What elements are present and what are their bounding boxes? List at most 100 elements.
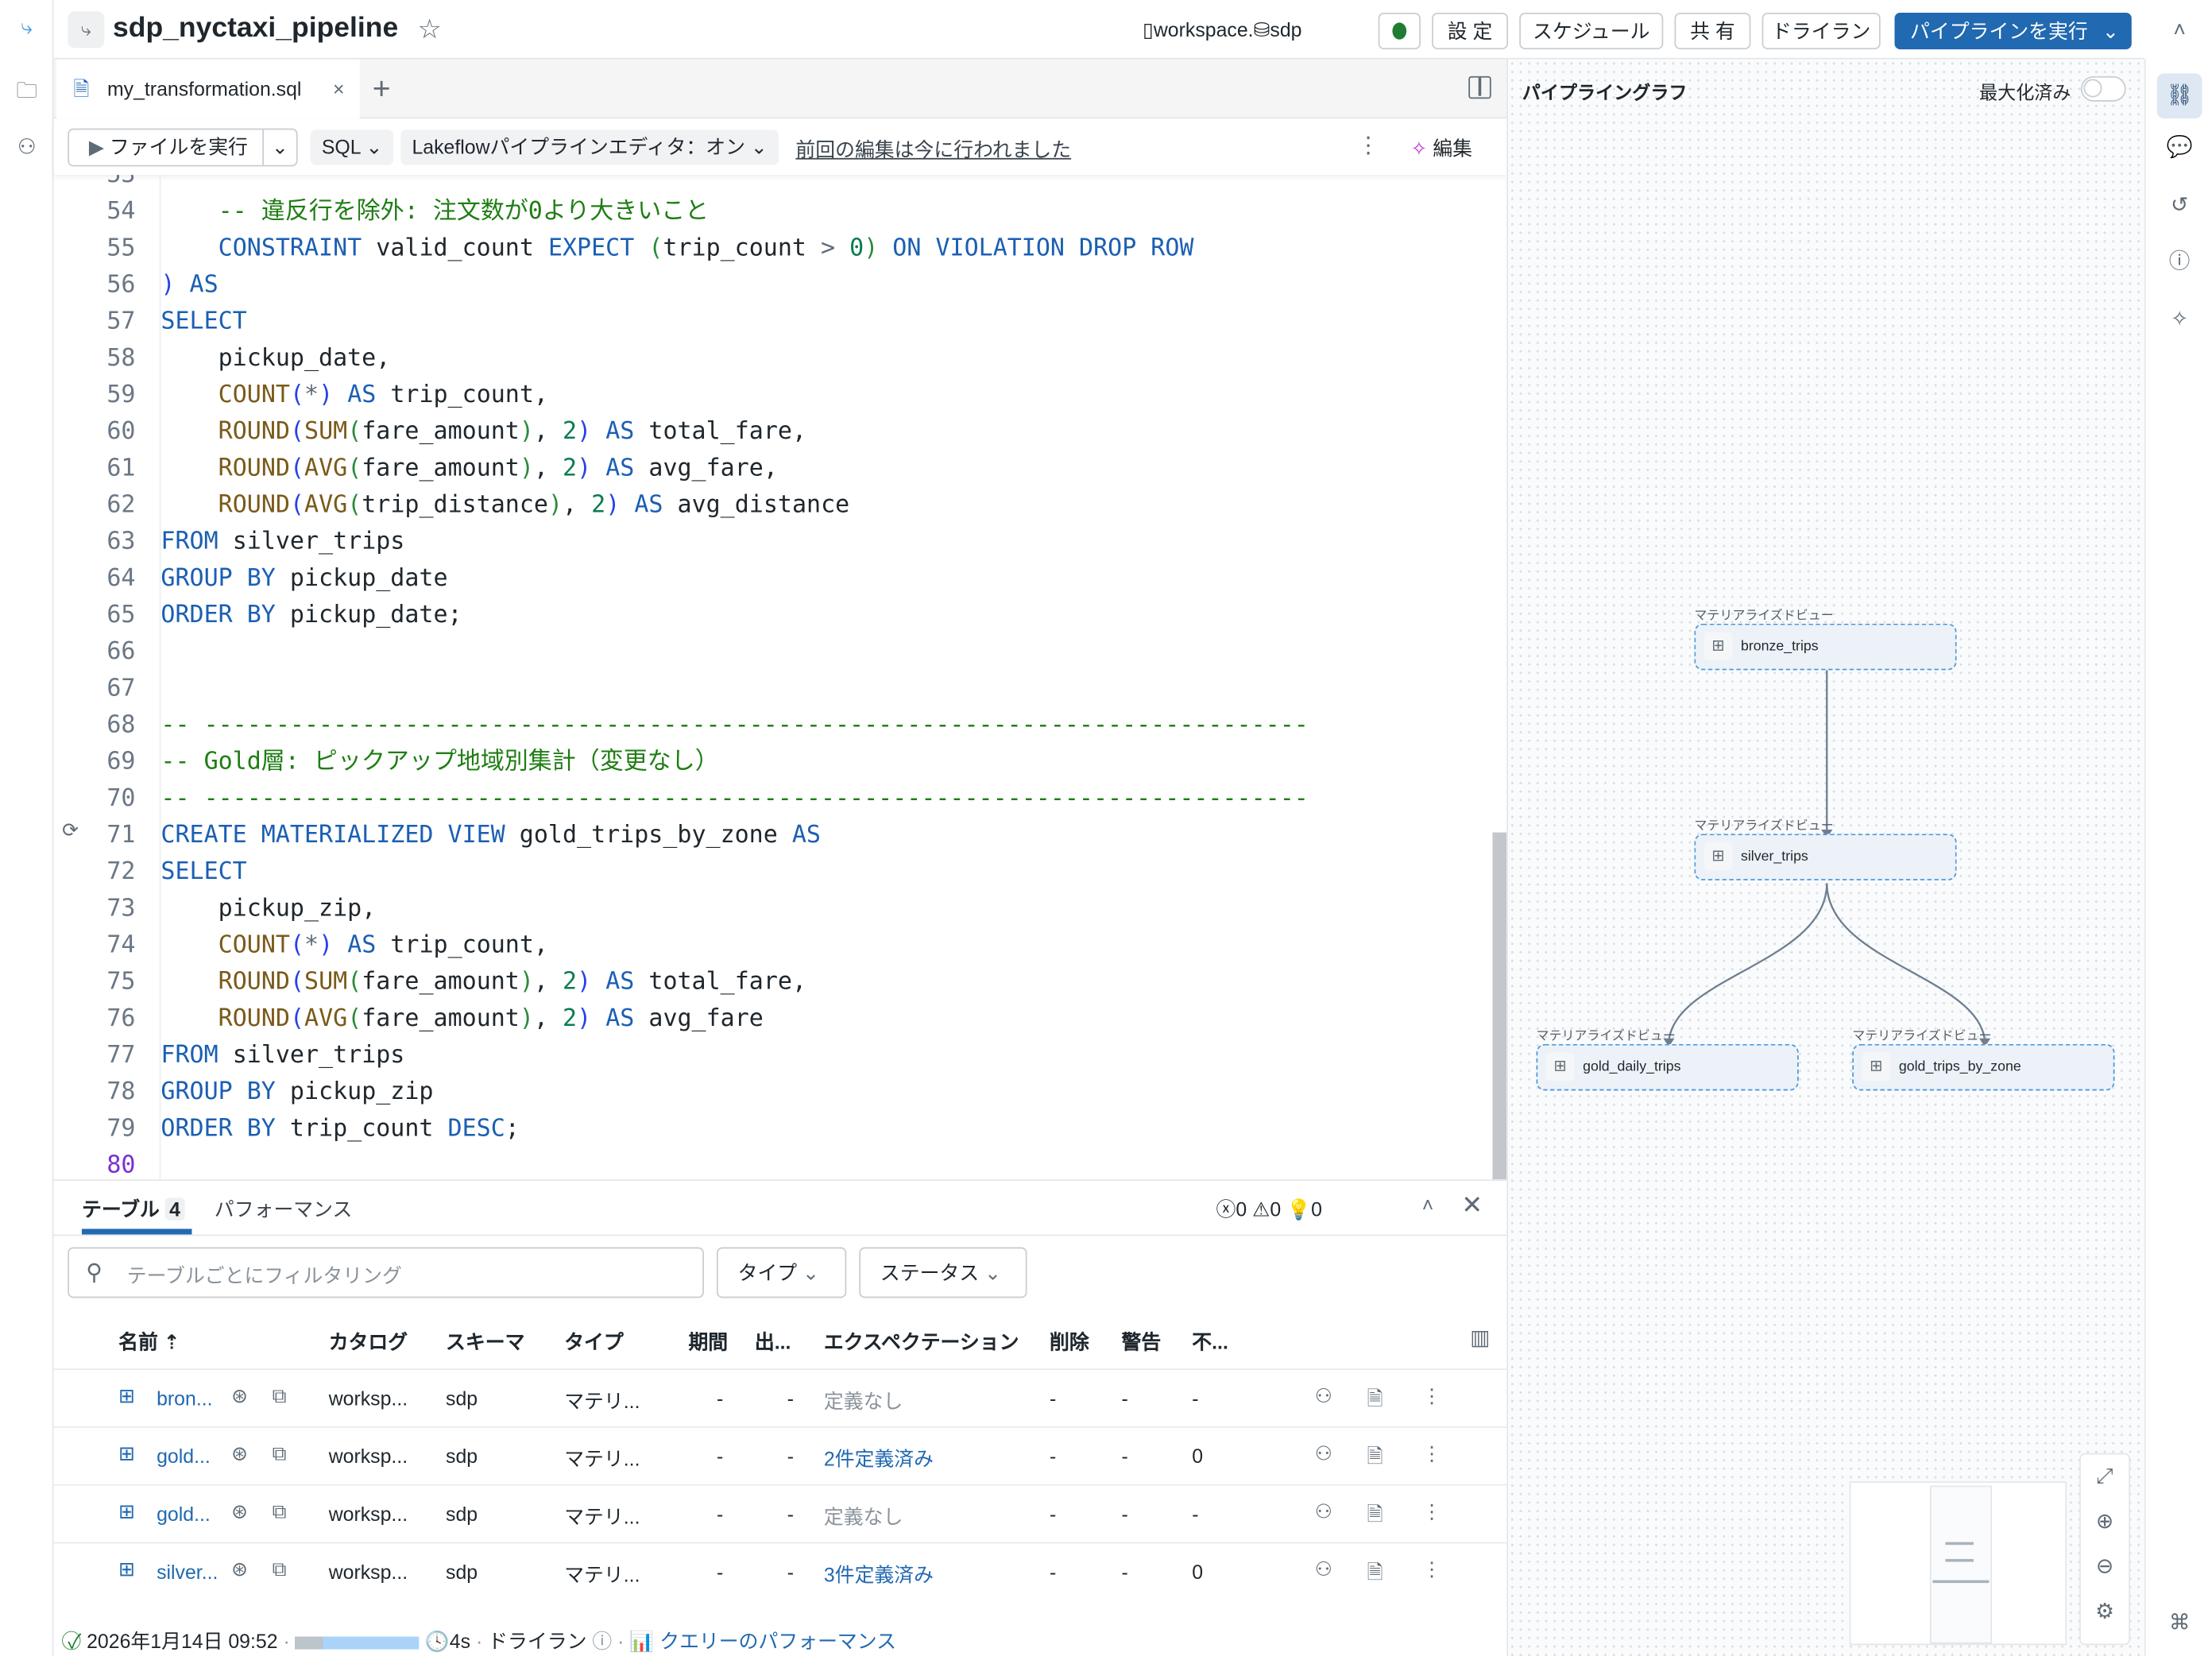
column-header[interactable]: 期間 <box>688 1330 729 1353</box>
copy-icon[interactable]: ⧉ <box>272 1557 287 1581</box>
code-line[interactable]: 69 -- Gold層: ピックアップ地域別集計（変更なし） <box>53 742 1492 779</box>
expand-panel-icon[interactable]: ˄ <box>1421 1194 1434 1217</box>
chevron-down-icon[interactable]: ⌄ <box>2102 19 2119 43</box>
code-line[interactable]: 77 FROM silver_trips <box>53 1035 1492 1072</box>
code-line[interactable]: 70 -- -----------------------------------… <box>53 779 1492 815</box>
add-tab-icon[interactable]: + <box>372 70 391 106</box>
column-header[interactable]: カタログ <box>328 1330 408 1353</box>
split-view-icon[interactable] <box>1468 75 1491 99</box>
table-name-link[interactable]: silver... <box>157 1560 218 1584</box>
run-pipeline-button[interactable]: パイプラインを実行 ⌄ <box>1894 12 2132 50</box>
materialized-view-icon[interactable]: ⊞ <box>118 1557 135 1581</box>
code-line[interactable]: 72 SELECT <box>53 852 1492 888</box>
dry-run-button[interactable]: ドライラン <box>1761 12 1881 50</box>
row-menu-icon[interactable]: ⋮ <box>1421 1557 1442 1581</box>
copy-icon[interactable]: ⧉ <box>272 1441 287 1464</box>
column-header[interactable]: 削除 <box>1049 1330 1089 1353</box>
code-line[interactable]: 60 ROUND(SUM(fare_amount), 2) AS total_f… <box>53 412 1492 448</box>
schedule-button[interactable]: スケジュール <box>1519 12 1664 50</box>
code-line[interactable]: 68 -- -----------------------------------… <box>53 706 1492 742</box>
code-line[interactable]: 75 ROUND(SUM(fare_amount), 2) AS total_f… <box>53 962 1492 999</box>
graph-node-silver_trips[interactable]: ⊞ silver_trips <box>1694 834 1957 880</box>
graph-view-icon[interactable]: ⚇ <box>1314 1499 1333 1523</box>
minimap[interactable] <box>1849 1481 2067 1646</box>
row-menu-icon[interactable]: ⋮ <box>1421 1383 1442 1407</box>
column-header[interactable]: 出... <box>754 1330 791 1353</box>
collapse-icon[interactable]: ˄ <box>2173 18 2186 43</box>
code-line[interactable]: 53 <box>53 175 1492 192</box>
graph-node-bronze_trips[interactable]: ⊞ bronze_trips <box>1694 623 1957 671</box>
table-row[interactable]: ⊞ silver... ⊛ ⧉ worksp... sdp マテリ... - - 3件定義済み - -… <box>53 1542 1507 1600</box>
run-options-chevron-icon[interactable]: ⌄ <box>262 130 296 165</box>
lineage-icon[interactable]: ⊛ <box>231 1499 249 1523</box>
table-row[interactable]: ⊞ gold... ⊛ ⧉ worksp... sdp マテリ... - - 2件定義済み - - 0 ⚇… <box>53 1426 1507 1484</box>
tab-tables[interactable]: テーブル 4 <box>82 1195 185 1224</box>
expectations-cell[interactable]: 2件定義済み <box>823 1447 934 1471</box>
editor-toggle-select[interactable]: Lakeflowパイプラインエディタ：オン ⌄ <box>400 130 779 165</box>
settings-button[interactable]: 設 定 <box>1432 12 1509 50</box>
code-line[interactable]: 76 ROUND(AVG(fare_amount), 2) AS avg_far… <box>53 999 1492 1035</box>
ai-edit-button[interactable]: ✧ 編集 <box>1410 137 1472 160</box>
column-header[interactable]: 名前 ⇡ <box>118 1330 180 1353</box>
graph-view-icon[interactable]: ⚇ <box>1314 1557 1333 1581</box>
share-button[interactable]: 共 有 <box>1674 12 1751 50</box>
graph-view-icon[interactable]: ⚇ <box>1314 1441 1333 1464</box>
code-line[interactable]: 56) AS <box>53 265 1492 302</box>
run-cell-icon[interactable]: ⟳ <box>62 819 79 842</box>
graph-node-gold_daily_trips[interactable]: ⊞ gold_daily_trips <box>1536 1043 1799 1091</box>
code-line[interactable]: 64 GROUP BY pickup_date <box>53 559 1492 595</box>
column-header[interactable]: タイプ <box>564 1330 624 1353</box>
shapes-icon[interactable]: ⚇ <box>17 135 37 160</box>
lineage-icon[interactable]: ⊛ <box>231 1441 249 1464</box>
star-icon[interactable]: ☆ <box>417 15 442 45</box>
code-line[interactable]: 67 <box>53 669 1492 706</box>
zoom-out-icon[interactable]: ⊖ <box>2095 1554 2114 1579</box>
column-header[interactable]: スキーマ <box>446 1330 525 1353</box>
maximize-toggle[interactable] <box>2080 75 2126 102</box>
code-line[interactable]: 57 SELECT <box>53 302 1492 339</box>
code-line[interactable]: 59 COUNT(*) AS trip_count, <box>53 375 1492 412</box>
materialized-view-icon[interactable]: ⊞ <box>118 1499 135 1523</box>
graph-node-gold_trips_by_zone[interactable]: ⊞ gold_trips_by_zone <box>1852 1043 2115 1091</box>
view-code-icon[interactable]: 🗎 <box>1367 1445 1383 1468</box>
code-line[interactable]: 62 ROUND(AVG(trip_distance), 2) AS avg_d… <box>53 486 1492 522</box>
info-icon[interactable]: ⓘ <box>592 1629 613 1653</box>
code-line[interactable]: 63 FROM silver_trips <box>53 522 1492 559</box>
code-line[interactable]: 80 <box>53 1146 1492 1180</box>
folder-icon[interactable]: 🗀 <box>16 79 38 103</box>
copy-icon[interactable]: ⧉ <box>272 1383 287 1407</box>
tab-my-transformation[interactable]: 🗎 my_transformation.sql × <box>56 59 360 119</box>
tab-performance[interactable]: パフォーマンス <box>214 1198 353 1221</box>
column-header[interactable]: 不... <box>1192 1330 1228 1353</box>
table-row[interactable]: ⊞ bron... ⊛ ⧉ worksp... sdp マテリ... - - 定義なし - - - ⚇ 🗎 ⋮ <box>53 1368 1507 1426</box>
lineage-icon[interactable]: ⊛ <box>231 1557 249 1581</box>
language-select[interactable]: SQL ⌄ <box>310 130 394 165</box>
minimap-viewport[interactable] <box>1929 1485 1993 1644</box>
command-icon[interactable]: ⌘ <box>2168 1611 2191 1635</box>
close-panel-icon[interactable]: ✕ <box>1461 1190 1483 1220</box>
materialized-view-icon[interactable]: ⊞ <box>118 1441 135 1464</box>
query-performance-link[interactable]: 📊 クエリーのパフォーマンス <box>629 1629 897 1653</box>
code-line[interactable]: 66 <box>53 632 1492 668</box>
last-edit-link[interactable]: 前回の編集は今に行われました <box>795 137 1072 161</box>
fit-view-icon[interactable]: ⤢ <box>2096 1464 2113 1489</box>
zoom-in-icon[interactable]: ⊕ <box>2095 1509 2114 1534</box>
graph-view-icon[interactable]: ⚇ <box>1314 1383 1333 1407</box>
table-name-link[interactable]: gold... <box>157 1445 211 1468</box>
info-icon[interactable]: ⓘ <box>2168 250 2191 274</box>
status-button[interactable] <box>1378 12 1421 50</box>
code-line[interactable]: 79 ORDER BY trip_count DESC; <box>53 1109 1492 1146</box>
status-filter-dropdown[interactable]: ステータス ⌄ <box>859 1247 1027 1298</box>
type-filter-dropdown[interactable]: タイプ ⌄ <box>716 1247 847 1298</box>
code-line[interactable]: 73 pickup_zip, <box>53 889 1492 926</box>
code-line[interactable]: 74 COUNT(*) AS trip_count, <box>53 926 1492 962</box>
table-row[interactable]: ⊞ gold... ⊛ ⧉ worksp... sdp マテリ... - - 定義なし - - - ⚇ 🗎 ⋮ <box>53 1484 1507 1542</box>
code-line[interactable]: 65 ORDER BY pickup_date; <box>53 595 1492 632</box>
row-menu-icon[interactable]: ⋮ <box>1421 1499 1442 1523</box>
run-file-button[interactable]: ▶ ファイルを実行 ⌄ <box>68 128 298 167</box>
column-settings-icon[interactable]: ▥ <box>1470 1325 1491 1351</box>
table-filter-input[interactable]: ⚲ テーブルごとにフィルタリング <box>68 1247 704 1298</box>
column-header[interactable]: 警告 <box>1121 1330 1162 1353</box>
lineage-icon[interactable]: ⊛ <box>231 1383 249 1407</box>
